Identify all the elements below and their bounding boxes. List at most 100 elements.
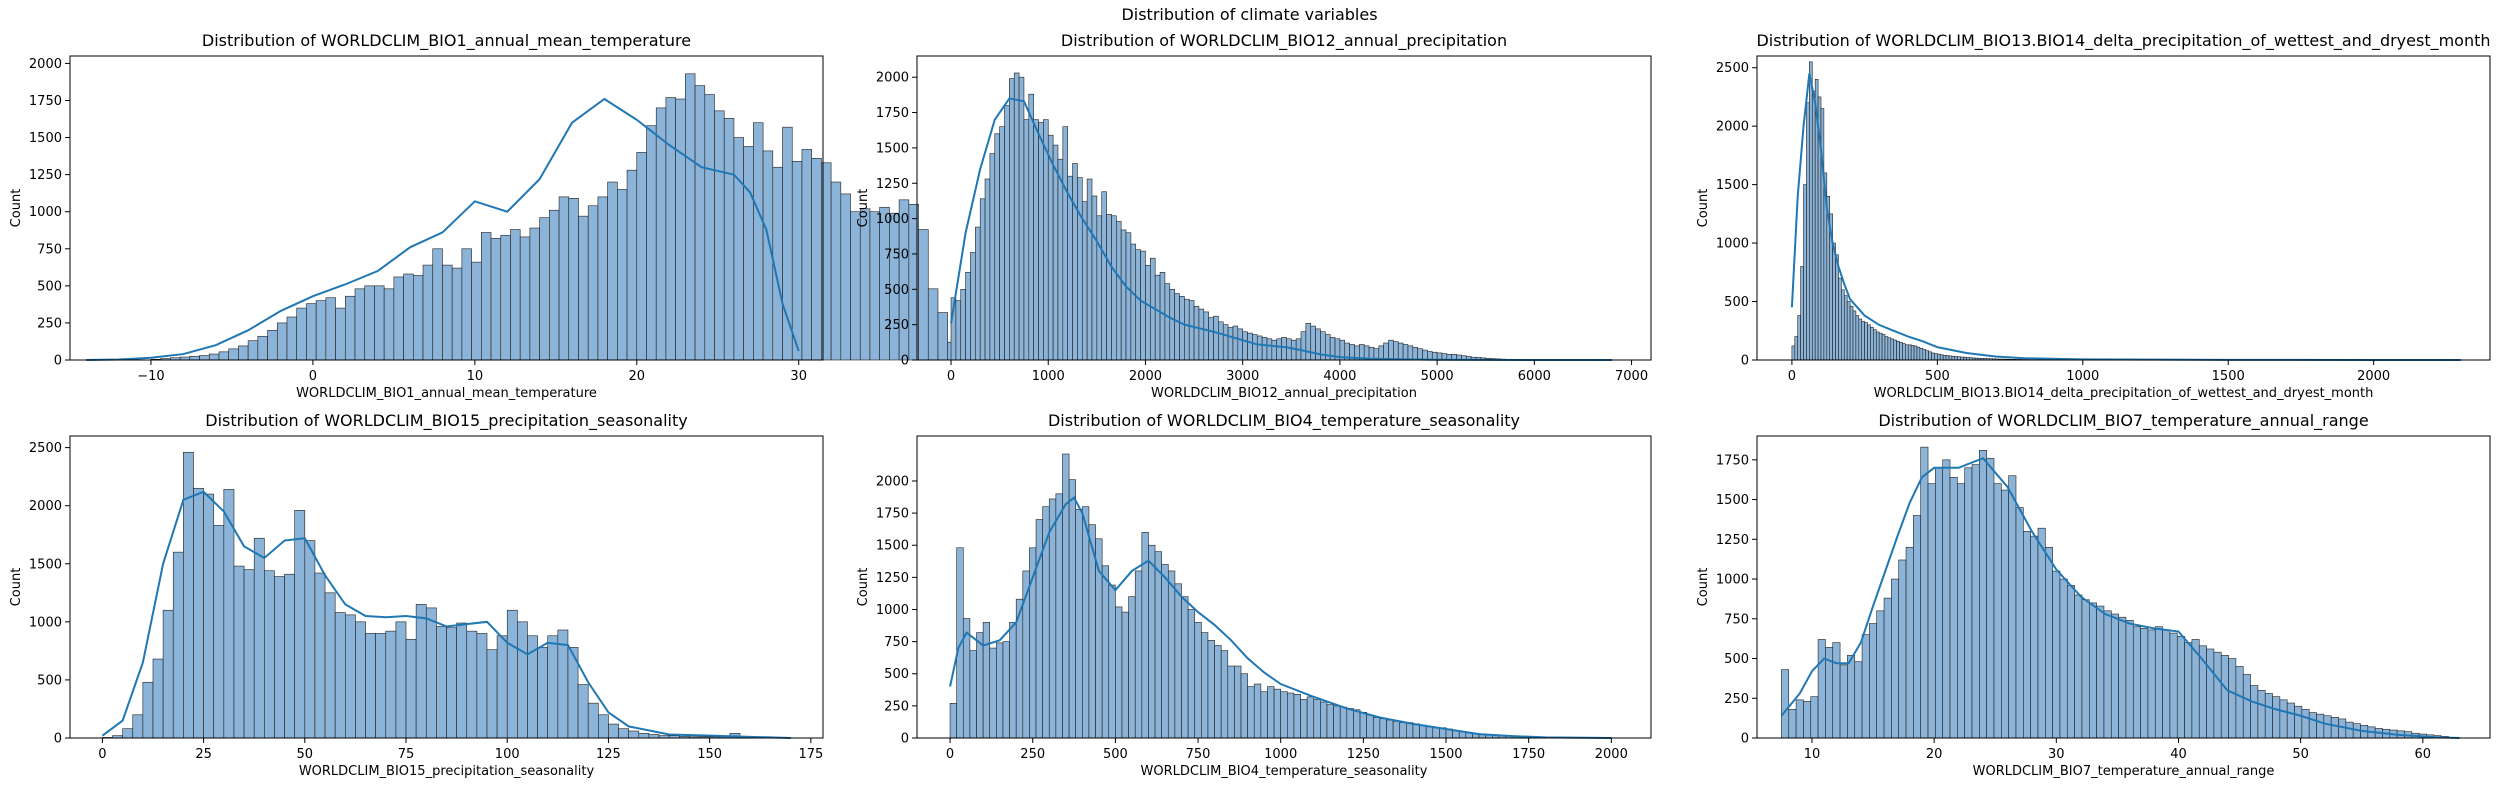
histogram-bar — [1379, 718, 1387, 739]
histogram-bar — [1055, 493, 1063, 739]
subplot-bio1: −10 0 10 20 30 0 250 500 750 1000 1250 1500 1750 2000… — [9, 31, 978, 401]
histogram-bar — [1023, 119, 1030, 361]
histogram-bar — [1937, 353, 1941, 361]
histogram-bar — [1072, 163, 1078, 361]
histogram-bar — [1993, 483, 2002, 739]
x-tick-label: 175 — [798, 747, 823, 762]
histogram-bar — [1934, 353, 1938, 361]
y-tick-label: 500 — [37, 673, 62, 688]
histogram-bar — [646, 125, 657, 361]
histogram-bar — [996, 642, 1004, 739]
y-tick-label: 0 — [901, 732, 909, 747]
x-tick-label: 1750 — [1512, 747, 1545, 762]
histogram-bar — [1120, 229, 1127, 361]
histogram-bar — [1227, 327, 1234, 361]
x-tick-label: 10 — [467, 369, 484, 384]
histogram-bar — [1067, 175, 1073, 361]
histogram-bar — [869, 211, 880, 361]
histogram-bar — [2294, 705, 2303, 739]
histogram-bar — [446, 627, 457, 739]
histogram-bar — [142, 681, 154, 739]
histogram-bar — [193, 487, 204, 739]
histogram-bar — [1922, 349, 1927, 361]
histogram-bar — [1193, 305, 1200, 361]
x-tick-label: 0 — [946, 747, 954, 762]
histogram-bar — [1407, 345, 1414, 361]
histogram-bar — [122, 728, 134, 739]
x-tick-label: 2000 — [1129, 369, 1162, 384]
histogram-bar — [1256, 335, 1263, 361]
y-tick-label: 2500 — [29, 441, 62, 456]
x-tick-label: 1500 — [1429, 747, 1462, 762]
x-tick-label: 75 — [398, 747, 415, 762]
histogram-bar — [714, 110, 725, 361]
histogram-bar — [1121, 611, 1129, 739]
histogram-bar — [529, 227, 540, 361]
histogram-bar — [1261, 337, 1268, 361]
histogram-bar — [344, 614, 356, 739]
figure-suptitle: Distribution of climate variables — [1121, 5, 1378, 24]
histogram-bar — [432, 248, 443, 361]
histogram-bar — [1252, 334, 1258, 361]
histogram-bar — [1082, 506, 1090, 739]
histogram-bar — [2279, 699, 2288, 739]
subplot-title: Distribution of WORLDCLIM_BIO12_annual_p… — [1061, 31, 1507, 51]
histogram-bar — [286, 316, 298, 361]
histogram-bar — [2213, 651, 2222, 739]
histogram-bar — [1154, 274, 1161, 361]
histogram-bar — [304, 540, 316, 739]
x-tick-label: 20 — [1926, 747, 1943, 762]
histogram-bar — [1203, 311, 1209, 361]
histogram-bar — [2037, 527, 2046, 739]
histogram-bar — [1174, 293, 1180, 361]
histogram-bar — [1839, 664, 1848, 739]
x-tick-label: 1250 — [1347, 747, 1380, 762]
histogram-bar — [1333, 705, 1341, 739]
y-axis-label: Count — [1696, 189, 1711, 228]
y-tick-label: 1750 — [1716, 453, 1749, 468]
histogram-bar — [1125, 232, 1132, 361]
histogram-bar — [665, 97, 676, 361]
histogram-bar — [1939, 354, 1944, 361]
x-tick-label: 10 — [1804, 747, 1821, 762]
histogram-bar — [1320, 701, 1328, 739]
kde-line — [101, 490, 791, 739]
histogram-bar — [1854, 661, 1863, 739]
histogram-bar — [1247, 686, 1255, 739]
histogram-bar — [1855, 315, 1860, 361]
histogram-bar — [1004, 105, 1010, 361]
histogram-bar — [960, 288, 966, 361]
y-tick-label: 1750 — [876, 106, 909, 121]
y-tick-label: 1000 — [1716, 237, 1749, 252]
histogram-bar — [393, 276, 404, 361]
x-axis-label: WORLDCLIM_BIO4_temperature_seasonality — [1141, 764, 1428, 779]
histogram-bar — [2001, 489, 2009, 739]
histogram-bar — [1111, 215, 1117, 361]
histogram-bar — [1242, 331, 1248, 361]
subplot-title: Distribution of WORLDCLIM_BIO7_temperatu… — [1878, 411, 2368, 431]
histogram-bar — [618, 728, 629, 739]
histogram-bar — [1803, 701, 1812, 739]
histogram-bar — [383, 288, 395, 361]
histogram-bar — [189, 355, 200, 361]
histogram-bar — [975, 226, 981, 361]
histogram-bar — [1835, 254, 1839, 361]
histogram-bar — [1864, 322, 1868, 361]
y-tick-label: 2000 — [1716, 120, 1749, 135]
x-tick-label: 4000 — [1323, 369, 1356, 384]
histogram-bar — [1253, 683, 1262, 739]
x-tick-label: 0 — [309, 369, 317, 384]
histogram-bar — [1861, 321, 1865, 361]
histogram-bar — [1388, 339, 1394, 361]
x-axis-label: WORLDCLIM_BIO13.BIO14_delta_precipitatio… — [1874, 386, 2374, 401]
histogram-bar — [1091, 195, 1098, 361]
histogram-bar — [335, 307, 346, 361]
y-axis-label: Count — [1696, 568, 1711, 607]
x-tick-label: 0 — [1788, 369, 1796, 384]
histogram-bar — [685, 73, 696, 361]
histogram-bar — [1220, 650, 1229, 739]
histogram-bar — [597, 196, 608, 361]
y-tick-label: 0 — [54, 354, 62, 369]
histogram-bar — [1148, 544, 1156, 739]
